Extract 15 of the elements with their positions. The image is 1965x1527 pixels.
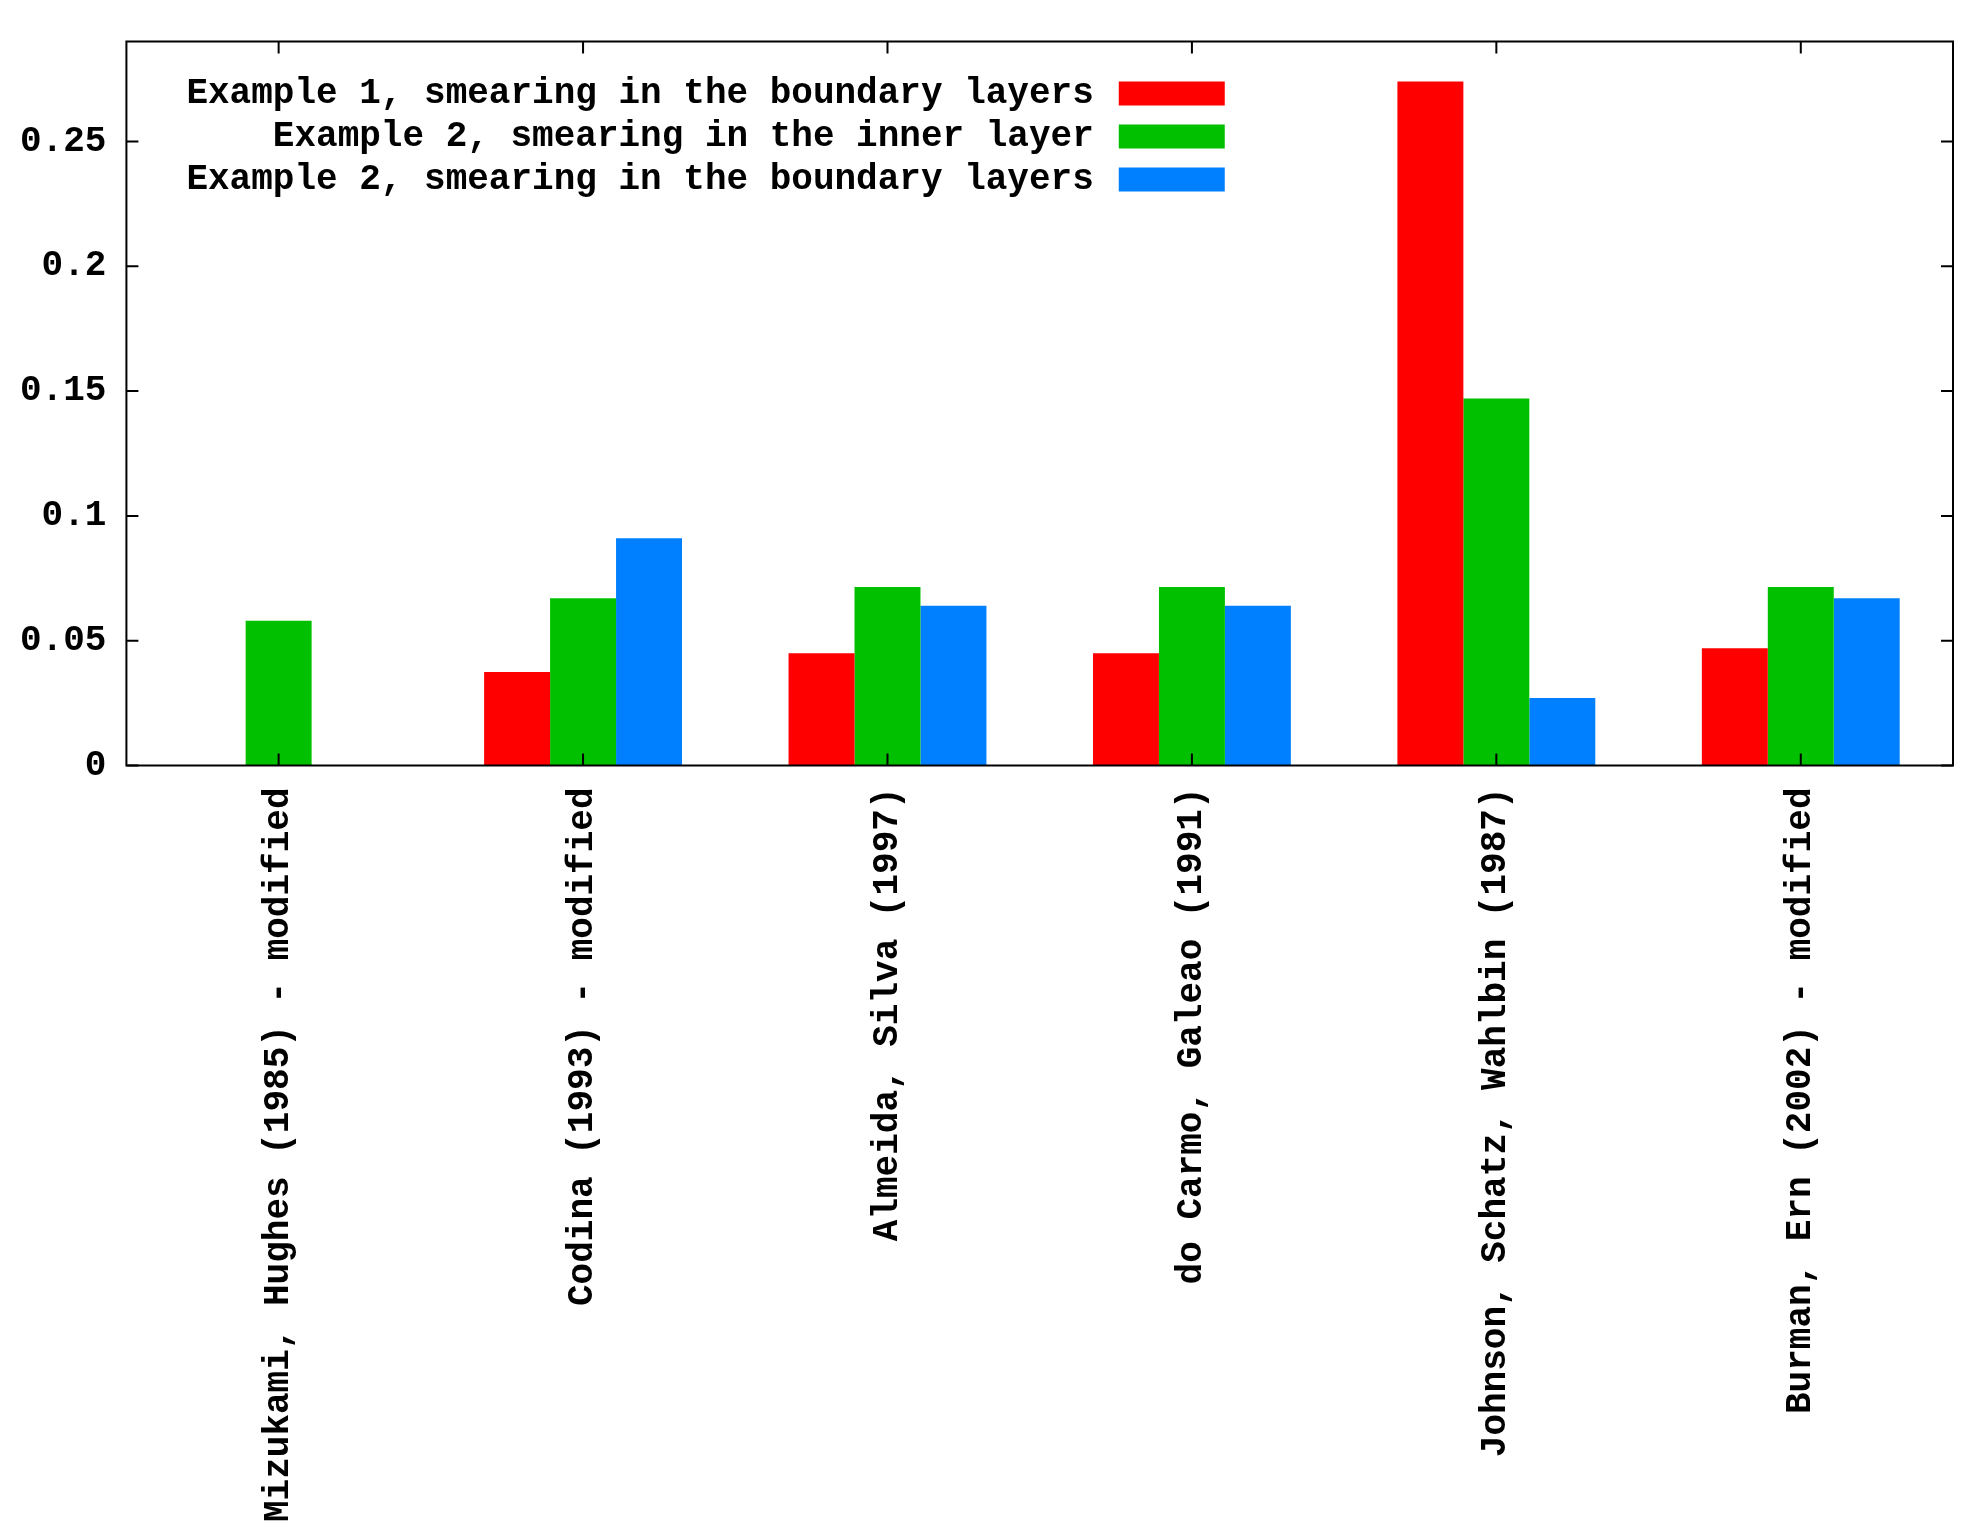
legend-label: Example 2, smearing in the inner layer xyxy=(272,115,1094,157)
y-tick-label: 0.15 xyxy=(19,370,107,412)
x-tick-label: do Carmo, Galeao (1991) xyxy=(1170,787,1212,1285)
y-tick-label: 0.25 xyxy=(19,120,107,162)
x-tick-label: Johnson, Schatz, Wahlbin (1987) xyxy=(1475,787,1517,1458)
x-tick-label: Codina (1993) - modified xyxy=(562,787,604,1306)
x-tick-label: Burman, Ern (2002) - modified xyxy=(1779,787,1821,1415)
x-tick-label: Mizukami, Hughes (1985) - modified xyxy=(257,787,299,1523)
y-tick-label: 0.2 xyxy=(41,245,107,287)
legend-label: Example 2, smearing in the boundary layers xyxy=(186,158,1094,200)
y-tick-label: 0.1 xyxy=(41,494,107,536)
x-tick-label: Almeida, Silva (1997) xyxy=(866,787,908,1242)
legend-label: Example 1, smearing in the boundary layers xyxy=(186,72,1094,114)
y-tick-label: 0 xyxy=(84,744,107,786)
y-tick-label: 0.05 xyxy=(19,619,107,661)
